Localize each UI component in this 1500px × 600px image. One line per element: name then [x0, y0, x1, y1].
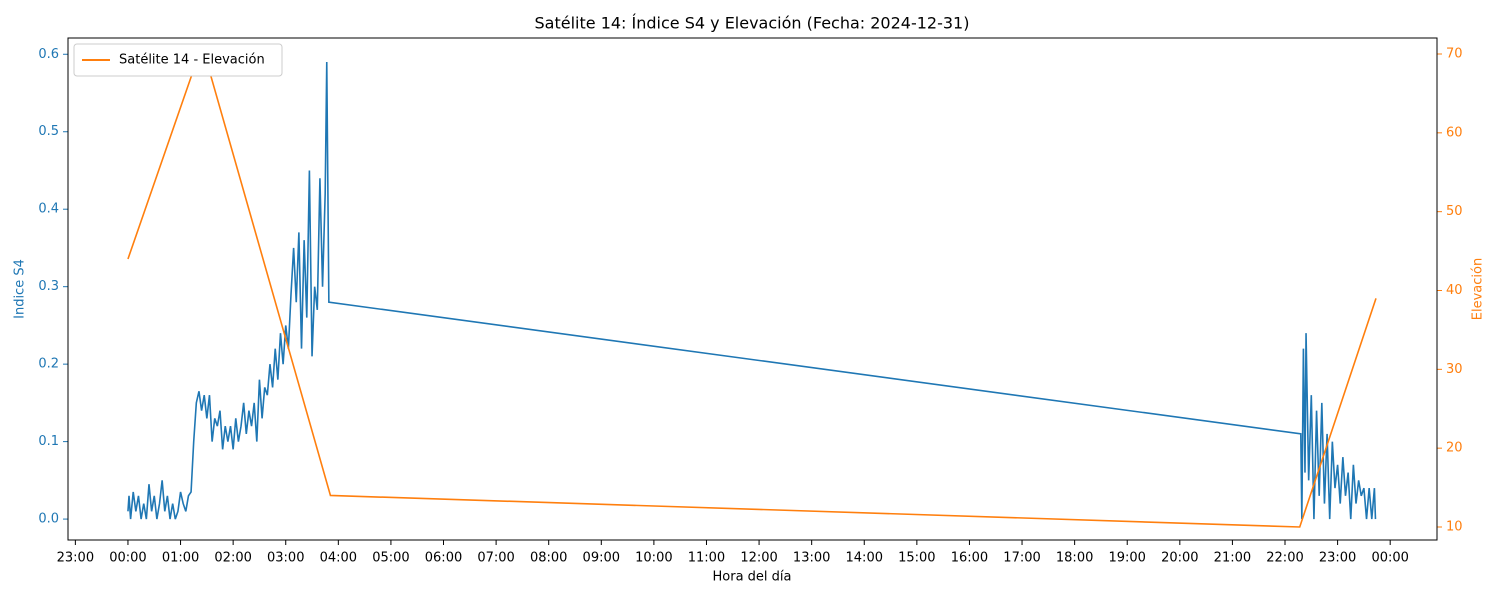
- chart-title: Satélite 14: Índice S4 y Elevación (Fech…: [535, 14, 970, 33]
- y2-tick-label: 10: [1446, 519, 1463, 534]
- x-tick-label: 20:00: [1161, 551, 1198, 566]
- x-tick-label: 08:00: [530, 551, 567, 566]
- y-tick-label: 0.5: [38, 124, 59, 139]
- y2-tick-label: 50: [1446, 204, 1463, 219]
- x-tick-label: 18:00: [1056, 551, 1093, 566]
- legend-box: [73, 43, 283, 77]
- x-tick-label: 04:00: [320, 551, 357, 566]
- x-tick-label: 16:00: [951, 551, 988, 566]
- y2-axis-label: Elevación: [1471, 258, 1486, 320]
- data-line: [127, 61, 1377, 528]
- x-tick-label: 03:00: [267, 551, 304, 566]
- y2-tick-label: 70: [1446, 47, 1463, 62]
- y2-tick-label: 20: [1446, 441, 1463, 456]
- y-tick-label: 0.2: [38, 357, 59, 372]
- y2-tick-label: 40: [1446, 283, 1463, 298]
- legend-label: Satélite 14 - Elevación: [119, 53, 265, 68]
- x-tick-label: 23:00: [1319, 551, 1356, 566]
- x-tick-label: 23:00: [57, 551, 94, 566]
- x-tick-label: 17:00: [1003, 551, 1040, 566]
- x-tick-label: 09:00: [583, 551, 620, 566]
- x-axis-label: Hora del día: [713, 570, 792, 585]
- x-tick-label: 21:00: [1214, 551, 1251, 566]
- x-tick-label: 01:00: [162, 551, 199, 566]
- x-tick-label: 14:00: [846, 551, 883, 566]
- y2-tick-label: 60: [1446, 125, 1463, 140]
- plot-frame: [67, 37, 1438, 541]
- x-tick-label: 12:00: [740, 551, 777, 566]
- x-tick-label: 06:00: [425, 551, 462, 566]
- x-tick-label: 10:00: [635, 551, 672, 566]
- x-tick-label: 11:00: [688, 551, 725, 566]
- y-tick-label: 0.4: [38, 202, 59, 217]
- y-tick-label: 0.6: [38, 47, 59, 62]
- y-axis-label: Indice S4: [13, 259, 28, 319]
- y-tick-label: 0.1: [38, 434, 59, 449]
- y-tick-label: 0.3: [38, 279, 59, 294]
- data-line: [127, 62, 1377, 520]
- x-tick-label: 22:00: [1266, 551, 1303, 566]
- x-tick-label: 00:00: [109, 551, 146, 566]
- x-tick-label: 07:00: [477, 551, 514, 566]
- x-tick-label: 19:00: [1108, 551, 1145, 566]
- x-tick-label: 02:00: [214, 551, 251, 566]
- x-tick-label: 05:00: [372, 551, 409, 566]
- y-tick-label: 0.0: [38, 512, 59, 527]
- x-tick-label: 13:00: [793, 551, 830, 566]
- x-tick-label: 15:00: [898, 551, 935, 566]
- y2-tick-label: 30: [1446, 362, 1463, 377]
- x-tick-label: 00:00: [1371, 551, 1408, 566]
